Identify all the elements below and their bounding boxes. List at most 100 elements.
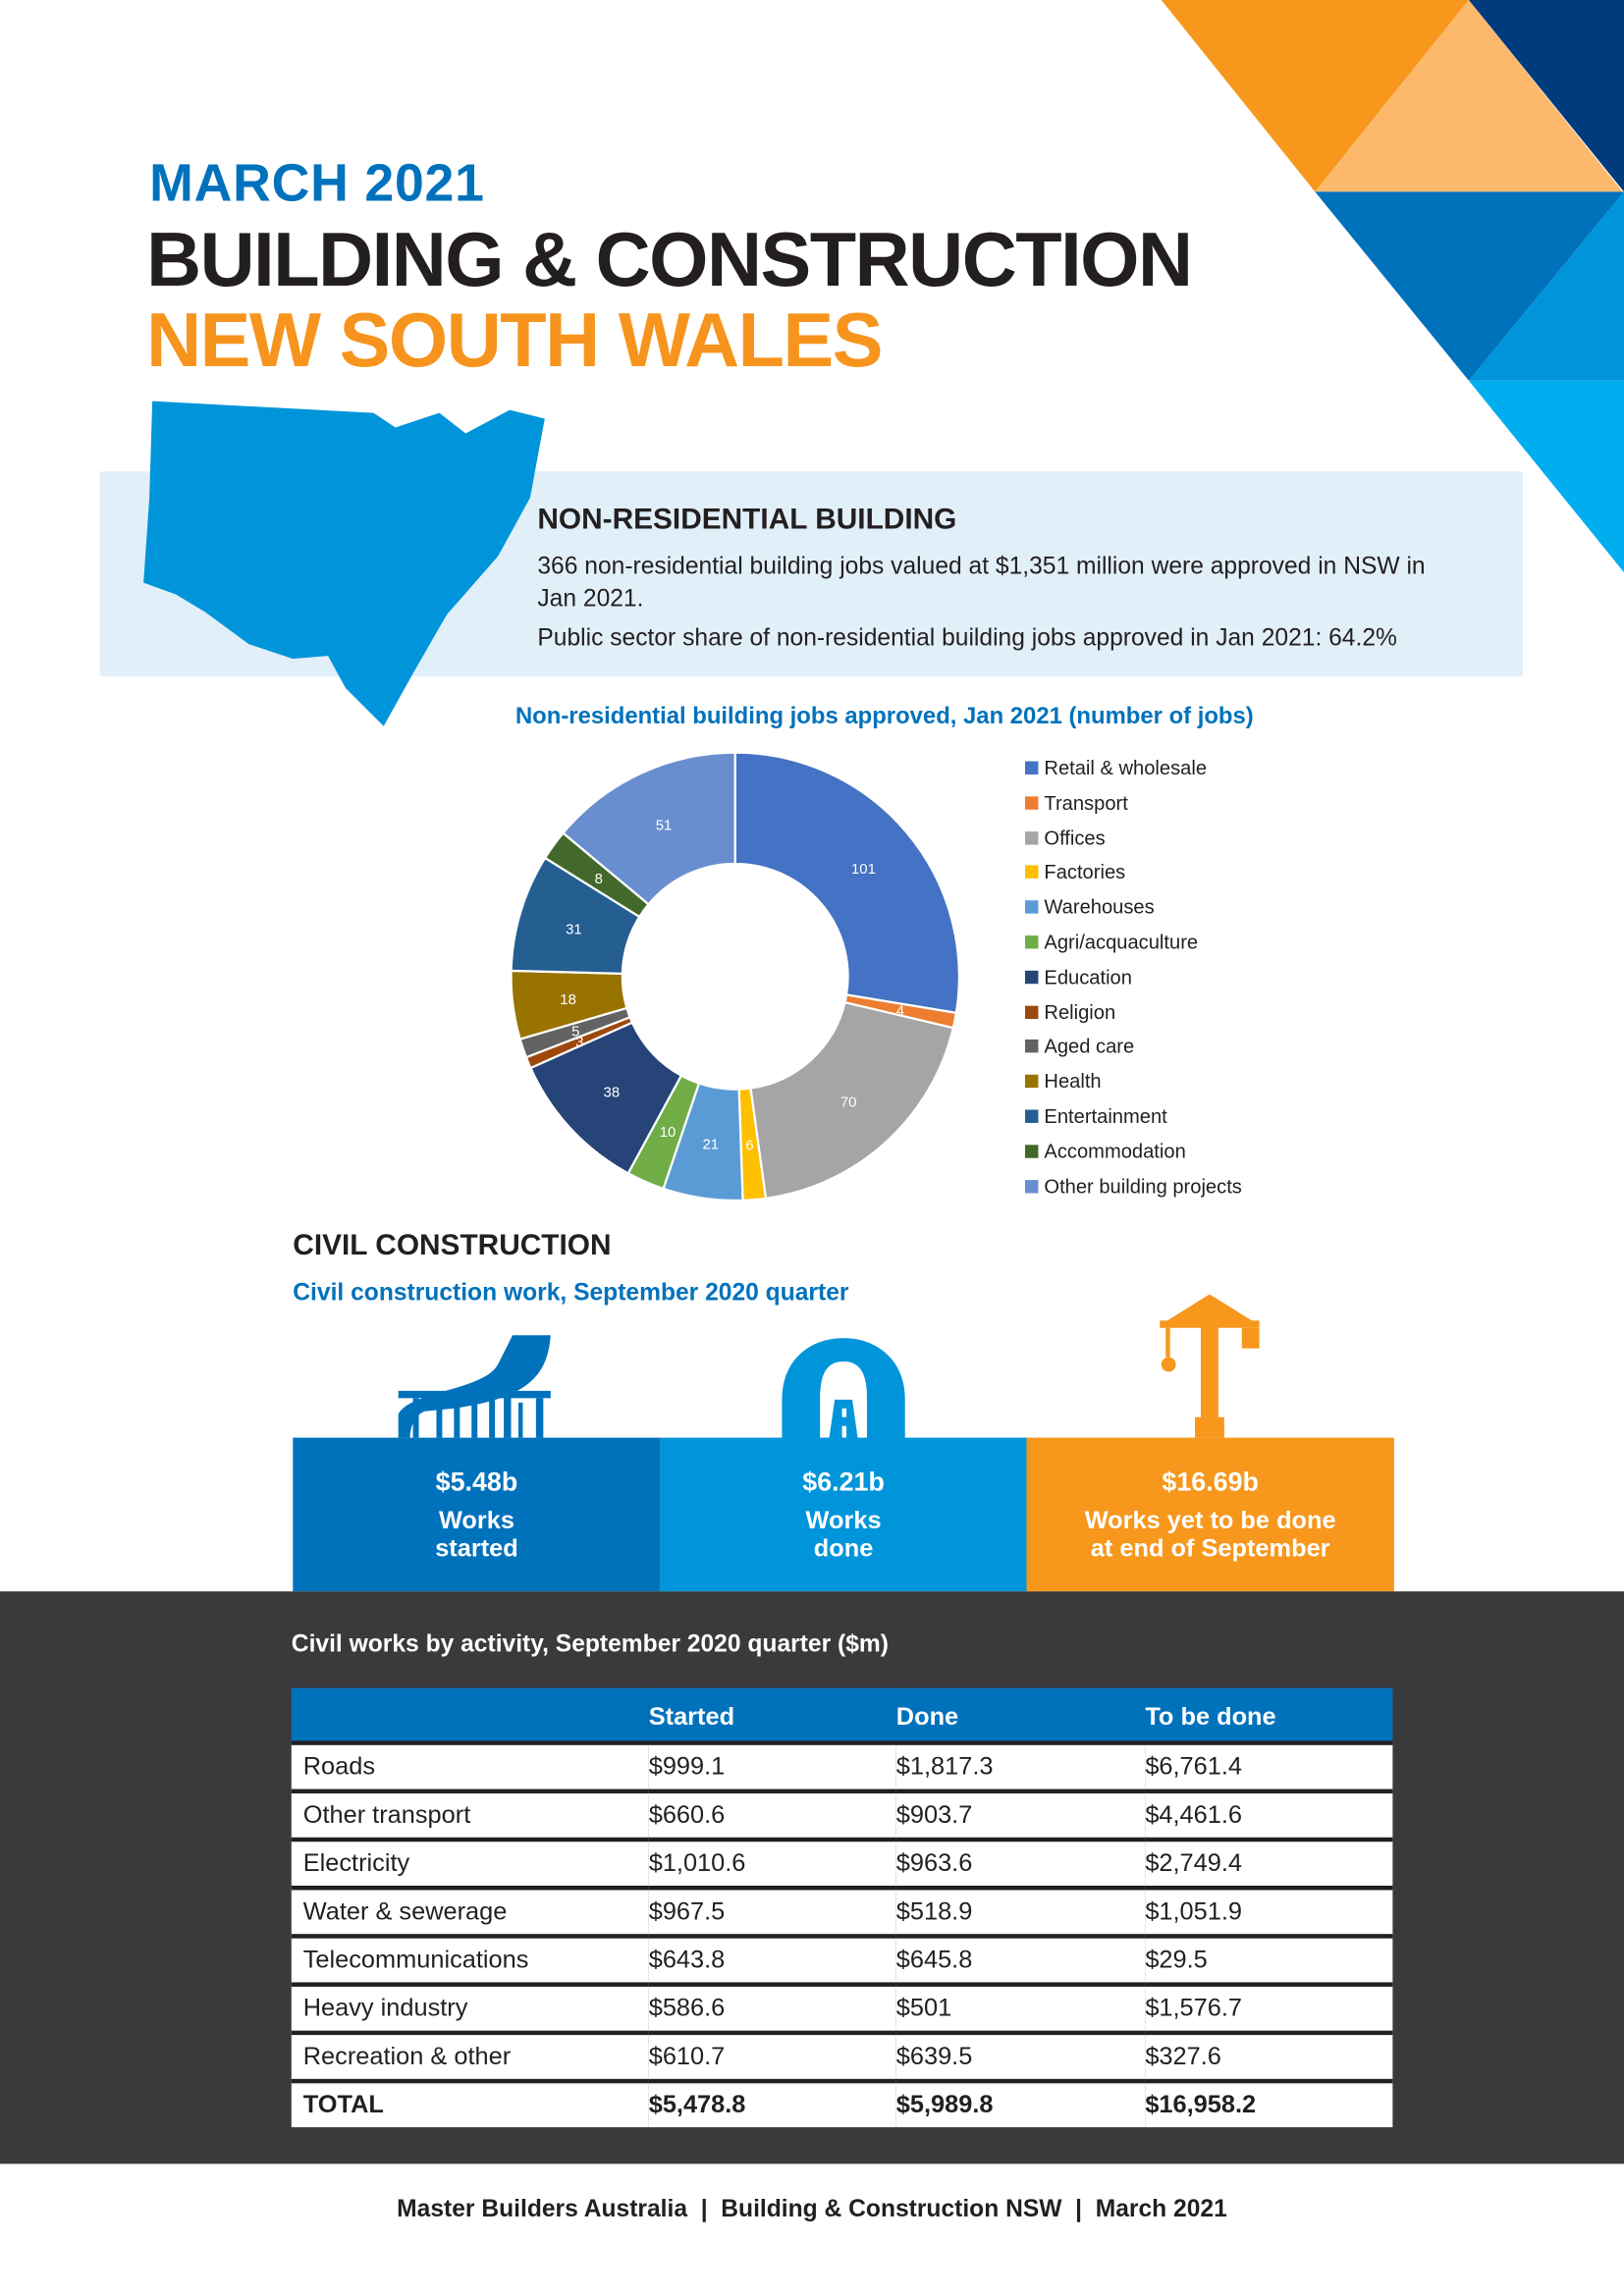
legend-label: Aged care (1044, 1036, 1135, 1058)
tunnel-road-icon (782, 1338, 905, 1441)
table-row: Electricity $1,010.6 $963.6 $2,749.4 (291, 1837, 1393, 1889)
table-cell: $963.6 (895, 1837, 1146, 1889)
legend-item: Warehouses (1025, 896, 1155, 918)
donut-slice (749, 1000, 955, 1201)
legend-item: Entertainment (1025, 1105, 1167, 1127)
civil-stat-label: at end of September (1090, 1534, 1330, 1563)
civil-heading: CIVIL CONSTRUCTION (293, 1229, 612, 1262)
table-row: Telecommunications $643.8 $645.8 $29.5 (291, 1934, 1393, 1985)
activity-name: Water & sewerage (291, 1885, 649, 1937)
civil-subtitle: Civil construction work, September 2020 … (293, 1279, 849, 1307)
table-cell: $501 (895, 1982, 1146, 2033)
column-header-to-be-done: To be done (1145, 1687, 1393, 1743)
table-row: Recreation & other $610.7 $639.5 $327.6 (291, 2030, 1393, 2082)
civil-stat-value: $5.48b (435, 1467, 518, 1497)
civil-stat-box: $16.69b Works yet to be done at end of Sep… (1026, 1437, 1394, 1592)
legend-label: Accommodation (1044, 1140, 1186, 1162)
table-row: Roads $999.1 $1,817.3 $6,761.4 (291, 1740, 1393, 1791)
table-cell: $903.7 (895, 1789, 1146, 1841)
slice-data-label: 10 (660, 1125, 677, 1141)
table-cell: $586.6 (648, 1982, 896, 2033)
slice-data-label: 18 (560, 992, 576, 1008)
total-cell: $5,989.8 (895, 2078, 1146, 2128)
table-cell: $639.5 (895, 2030, 1146, 2082)
column-header-done: Done (895, 1687, 1146, 1743)
activity-name: Electricity (291, 1837, 649, 1889)
table-cell: $660.6 (648, 1789, 896, 1841)
legend-label: Factories (1044, 861, 1126, 883)
report-title: BUILDING & CONSTRUCTION (146, 218, 1193, 303)
legend-item: Offices (1025, 827, 1106, 848)
table-cell: $518.9 (895, 1885, 1146, 1937)
bridge-icon (398, 1335, 551, 1438)
legend-swatch (1025, 1040, 1039, 1053)
legend-item: Religion (1025, 1001, 1115, 1023)
table-cell: $643.8 (648, 1934, 896, 1985)
table-cell: $327.6 (1145, 2030, 1393, 2082)
activity-name: Telecommunications (291, 1934, 649, 1985)
report-date: MARCH 2021 (149, 152, 485, 213)
legend-item: Transport (1025, 792, 1128, 814)
activity-name: Heavy industry (291, 1982, 649, 2033)
table-cell: $4,461.6 (1145, 1789, 1393, 1841)
activity-name: Other transport (291, 1789, 649, 1841)
legend-label: Offices (1044, 827, 1106, 849)
legend-swatch (1025, 1109, 1039, 1123)
civil-stat-label: Works (805, 1506, 882, 1535)
slice-data-label: 4 (896, 1003, 904, 1019)
chart-title: Non-residential building jobs approved, … (514, 704, 1254, 729)
table-cell: $967.5 (648, 1885, 896, 1937)
legend-swatch (1025, 935, 1039, 949)
legend-swatch (1025, 1005, 1039, 1019)
legend-label: Warehouses (1044, 896, 1155, 919)
slice-data-label: 5 (571, 1025, 579, 1041)
civil-stat-value: $16.69b (1162, 1467, 1259, 1497)
legend-label: Agri/acquaculture (1044, 931, 1199, 953)
table-cell: $999.1 (648, 1740, 896, 1791)
legend-item: Health (1025, 1071, 1102, 1093)
column-header (291, 1687, 649, 1743)
donut-slice (733, 751, 961, 1015)
legend-swatch (1025, 1075, 1039, 1089)
table-cell: $29.5 (1145, 1934, 1393, 1985)
civil-stat-label: done (813, 1534, 874, 1563)
civil-stat-value: $6.21b (802, 1467, 885, 1497)
column-header-started: Started (648, 1687, 896, 1743)
table-total-row: TOTAL $5,478.8 $5,989.8 $16,958.2 (291, 2078, 1393, 2128)
table-row: Other transport $660.6 $903.7 $4,461.6 (291, 1789, 1393, 1841)
civil-stat-label: Works yet to be done (1084, 1506, 1336, 1535)
crane-icon (1160, 1294, 1260, 1438)
public-sector-share: Public sector share of non-residential b… (537, 624, 1397, 652)
slice-data-label: 51 (656, 818, 673, 833)
non-residential-summary: 366 non-residential building jobs valued… (537, 553, 1426, 613)
table-cell: $1,051.9 (1145, 1885, 1393, 1937)
table-cell: $1,576.7 (1145, 1982, 1393, 2033)
activity-name: Recreation & other (291, 2030, 649, 2082)
legend-item: Education (1025, 966, 1132, 988)
total-cell: $16,958.2 (1145, 2078, 1393, 2128)
slice-data-label: 31 (566, 922, 582, 937)
legend-item: Retail & wholesale (1025, 757, 1207, 778)
activity-name: Roads (291, 1740, 649, 1791)
table-row: Heavy industry $586.6 $501 $1,576.7 (291, 1982, 1393, 2033)
civil-stat-label: started (435, 1534, 518, 1563)
legend-label: Retail & wholesale (1044, 757, 1208, 779)
legend-swatch (1025, 761, 1039, 774)
table-title: Civil works by activity, September 2020 … (291, 1630, 889, 1658)
nsw-map-icon (143, 400, 545, 726)
footer: Master Builders Australia | Building & C… (397, 2196, 1227, 2223)
legend-item: Aged care (1025, 1036, 1134, 1057)
legend-item: Accommodation (1025, 1141, 1186, 1162)
civil-stat-box: $5.48b Works started (293, 1437, 661, 1592)
slice-data-label: 101 (851, 862, 876, 878)
region-title: NEW SOUTH WALES (146, 298, 883, 384)
donut-chart: 101 4 70 6 21 10 38 35 18 31 8 51 (510, 751, 961, 1202)
table-cell: $1,817.3 (895, 1740, 1146, 1791)
legend-swatch (1025, 866, 1039, 880)
donut-slice (561, 751, 736, 906)
slice-data-label: 38 (604, 1085, 621, 1100)
total-cell: TOTAL (291, 2078, 649, 2128)
table-cell: $645.8 (895, 1934, 1146, 1985)
